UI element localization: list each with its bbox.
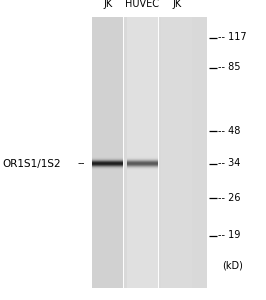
Bar: [92, 166, 123, 167]
Text: OR1S1/1S2: OR1S1/1S2: [3, 158, 61, 169]
Text: -- 48: -- 48: [218, 125, 240, 136]
Bar: [92, 168, 123, 169]
Bar: [92, 158, 123, 159]
Bar: [92, 167, 123, 168]
Bar: [127, 164, 158, 165]
Bar: [127, 166, 158, 167]
Text: (kD): (kD): [222, 260, 243, 271]
Bar: [127, 165, 158, 166]
Bar: [127, 157, 158, 158]
Bar: [127, 158, 158, 159]
Text: -- 117: -- 117: [218, 32, 247, 43]
Bar: [92, 162, 123, 163]
Bar: [127, 161, 158, 162]
Bar: [92, 169, 123, 170]
Bar: [127, 157, 158, 158]
Bar: [92, 157, 123, 158]
Bar: [127, 163, 158, 164]
Bar: [127, 159, 158, 160]
Text: HUVEC: HUVEC: [125, 0, 159, 9]
Bar: [92, 164, 123, 165]
Bar: [92, 159, 123, 160]
Bar: [127, 169, 158, 170]
Bar: [127, 159, 158, 160]
Bar: [92, 162, 123, 163]
Bar: [127, 168, 158, 169]
Bar: [92, 157, 123, 158]
Bar: [92, 161, 123, 162]
Bar: [161, 16, 192, 288]
Bar: [127, 164, 158, 165]
Bar: [127, 158, 158, 159]
Bar: [92, 163, 123, 164]
Bar: [92, 165, 123, 166]
Bar: [127, 160, 158, 161]
Bar: [92, 161, 123, 162]
Text: --: --: [77, 158, 85, 169]
Bar: [94, 16, 207, 288]
Bar: [92, 168, 123, 169]
Bar: [127, 160, 158, 161]
Bar: [127, 167, 158, 168]
Bar: [92, 160, 123, 161]
Bar: [92, 158, 123, 159]
Text: JK: JK: [172, 0, 181, 9]
Bar: [127, 162, 158, 163]
Bar: [127, 161, 158, 162]
Bar: [127, 16, 158, 288]
Bar: [127, 168, 158, 169]
Bar: [127, 162, 158, 163]
Bar: [92, 165, 123, 166]
Bar: [92, 160, 123, 161]
Text: -- 34: -- 34: [218, 158, 240, 169]
Bar: [92, 164, 123, 165]
Bar: [92, 16, 123, 288]
Text: JK: JK: [103, 0, 112, 9]
Bar: [127, 163, 158, 164]
Bar: [92, 159, 123, 160]
Bar: [92, 163, 123, 164]
Text: -- 19: -- 19: [218, 230, 240, 241]
Text: -- 26: -- 26: [218, 193, 241, 203]
Bar: [127, 165, 158, 166]
Text: -- 85: -- 85: [218, 62, 241, 73]
Bar: [127, 169, 158, 170]
